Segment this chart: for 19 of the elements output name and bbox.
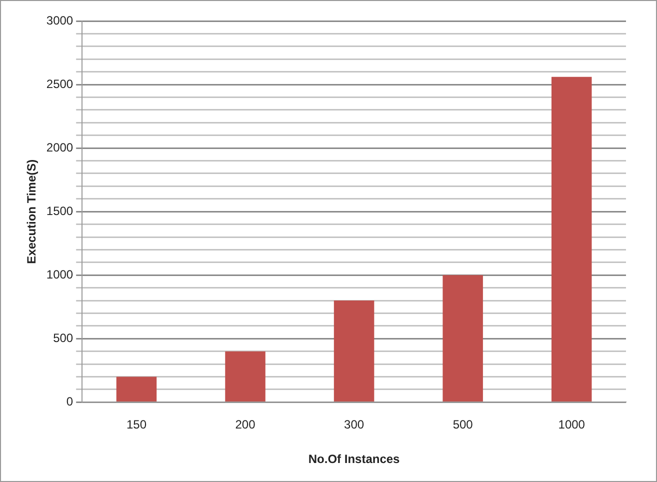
x-tick-label: 150	[126, 418, 147, 432]
y-tick-label: 1500	[46, 204, 74, 218]
y-tick-label: 2000	[46, 140, 74, 154]
y-axis-title: Execution Time(S)	[24, 159, 39, 264]
x-axis-title: No.Of Instances	[308, 452, 400, 466]
bar	[334, 300, 374, 402]
bar	[551, 76, 592, 402]
x-tick-label: 1000	[558, 418, 586, 432]
y-tick-label: 500	[53, 330, 74, 345]
y-tick-label: 2500	[46, 76, 74, 91]
bar	[225, 351, 266, 402]
y-tick-label: 1000	[46, 267, 74, 282]
y-tick-label: 3000	[46, 13, 74, 28]
bar	[116, 376, 157, 402]
bar	[442, 275, 483, 402]
x-tick-label: 200	[235, 418, 256, 432]
x-tick-label: 300	[344, 418, 364, 432]
y-tick-label: 0	[66, 394, 74, 409]
x-tick-label: 500	[452, 418, 474, 432]
